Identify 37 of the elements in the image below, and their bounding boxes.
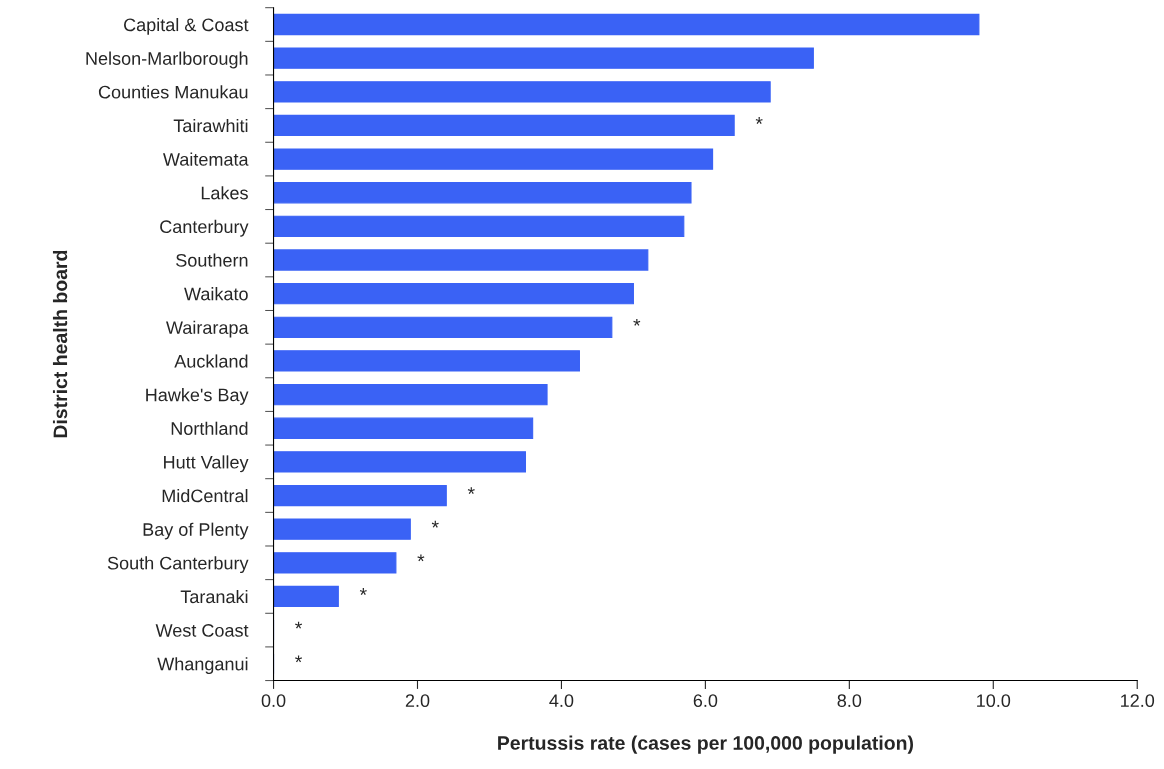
annotation: * bbox=[359, 588, 367, 595]
annotation: * bbox=[295, 621, 303, 629]
y-tick-label: Hawke's Bay bbox=[146, 388, 249, 405]
y-tick-label: Waitemata bbox=[163, 152, 249, 166]
y-tick-label: Capital & Coast bbox=[124, 17, 249, 35]
x-tick-label: 10.0 bbox=[977, 694, 1011, 708]
x-tick-label: 6.0 bbox=[693, 694, 718, 708]
annotation: * bbox=[633, 318, 641, 326]
y-tick-label: Southern bbox=[176, 253, 248, 267]
x-tick-label: 4.0 bbox=[549, 694, 574, 708]
y-tick-label: Auckland bbox=[174, 354, 248, 368]
y-tick-label: Wairarapa bbox=[166, 320, 249, 338]
y-tick-label: Taranaki bbox=[180, 589, 248, 604]
y-tick-label: Northland bbox=[171, 421, 248, 435]
x-tick-label: 12.0 bbox=[1121, 694, 1155, 708]
annotation: * bbox=[755, 117, 763, 124]
y-tick-label: MidCentral bbox=[162, 488, 248, 503]
x-tick-label: 0.0 bbox=[261, 694, 286, 708]
y-tick-label: Waikato bbox=[184, 287, 248, 301]
y-tick-label: South Canterbury bbox=[107, 556, 249, 574]
y-tick-label: Hutt Valley bbox=[164, 455, 249, 473]
x-tick-label: 2.0 bbox=[405, 694, 430, 708]
y-tick-label: Counties Manukau bbox=[98, 85, 248, 99]
annotation: * bbox=[417, 554, 425, 562]
y-tick-label: Whanganui bbox=[157, 657, 248, 675]
x-axis-title: Pertussis rate (cases per 100,000 population) bbox=[498, 735, 914, 754]
y-tick-label: West Coast bbox=[155, 624, 249, 637]
y-tick-label: Canterbury bbox=[160, 219, 249, 237]
annotation: * bbox=[467, 487, 475, 494]
y-axis-title: District health board bbox=[52, 250, 68, 438]
y-tick-label: Bay of Plenty bbox=[143, 522, 249, 540]
x-tick-label: 8.0 bbox=[837, 694, 862, 708]
y-tick-label: Tairawhiti bbox=[173, 118, 248, 133]
annotation: * bbox=[295, 655, 303, 663]
annotation: * bbox=[431, 520, 439, 528]
y-tick-label: Lakes bbox=[201, 186, 248, 200]
y-tick-label: Nelson-Marlborough bbox=[86, 51, 248, 69]
